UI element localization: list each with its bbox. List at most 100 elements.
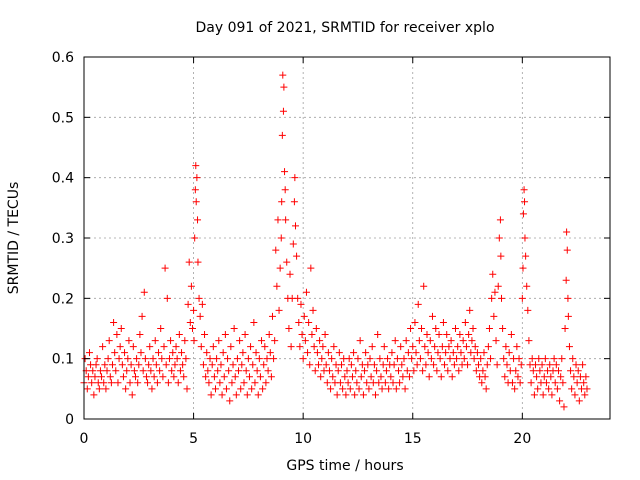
data-point xyxy=(226,397,234,405)
data-point xyxy=(265,331,273,339)
data-point xyxy=(378,385,386,393)
axis-ticks: 0 0.1 0.2 0.3 0.4 0.5 0.6 0 5 10 15 20 xyxy=(52,50,610,447)
data-point xyxy=(319,343,327,351)
data-point xyxy=(179,361,187,369)
data-point xyxy=(206,355,214,363)
data-point xyxy=(348,373,356,381)
data-point xyxy=(161,264,169,272)
data-point xyxy=(227,343,235,351)
data-point xyxy=(425,373,433,381)
data-point xyxy=(471,343,479,351)
data-point xyxy=(275,306,283,314)
data-point xyxy=(296,343,304,351)
data-point xyxy=(283,258,291,266)
data-point xyxy=(444,367,452,375)
data-point xyxy=(128,391,136,399)
data-point xyxy=(530,391,538,399)
data-point xyxy=(91,373,99,381)
data-point xyxy=(550,355,558,363)
data-point xyxy=(263,355,271,363)
data-point xyxy=(172,343,180,351)
data-point xyxy=(582,373,590,381)
data-point xyxy=(423,331,431,339)
data-point xyxy=(428,312,436,320)
data-point xyxy=(563,228,571,236)
data-point xyxy=(145,361,153,369)
data-point xyxy=(205,379,213,387)
data-point xyxy=(367,373,375,381)
data-point xyxy=(397,343,405,351)
data-point xyxy=(138,312,146,320)
data-point xyxy=(492,337,500,345)
data-point xyxy=(357,373,365,381)
data-point xyxy=(418,325,426,332)
data-point xyxy=(253,367,261,375)
data-point xyxy=(343,367,351,375)
data-point xyxy=(377,373,385,381)
data-point xyxy=(359,391,367,399)
data-point xyxy=(475,361,482,369)
data-point xyxy=(242,367,250,375)
data-point xyxy=(289,240,297,248)
data-point xyxy=(466,306,474,314)
data-point xyxy=(391,337,399,345)
data-point xyxy=(415,337,423,345)
data-point xyxy=(535,355,543,363)
data-point xyxy=(345,355,353,363)
data-point xyxy=(92,361,100,369)
data-point xyxy=(281,186,289,194)
data-point xyxy=(534,385,542,393)
data-point xyxy=(291,174,299,182)
data-point xyxy=(136,331,144,339)
data-point xyxy=(228,379,236,387)
data-point xyxy=(519,210,527,218)
data-point xyxy=(344,379,352,387)
y-tick-label: 0.5 xyxy=(52,110,74,126)
data-point xyxy=(261,343,269,351)
data-point xyxy=(258,337,266,345)
data-point xyxy=(266,349,274,357)
data-point xyxy=(197,343,205,351)
data-point xyxy=(338,361,346,369)
data-point xyxy=(513,343,521,351)
data-point xyxy=(481,373,489,381)
data-point xyxy=(484,343,492,351)
data-point xyxy=(98,373,106,381)
data-point xyxy=(297,300,305,308)
data-point xyxy=(431,343,439,351)
data-point xyxy=(96,367,104,375)
data-point xyxy=(413,361,421,369)
data-point xyxy=(308,331,316,339)
data-point xyxy=(501,373,509,381)
y-axis-label: SRMTID / TECUs xyxy=(6,182,22,295)
data-point xyxy=(276,264,284,272)
data-point xyxy=(441,361,449,369)
data-point xyxy=(247,343,255,351)
data-point xyxy=(491,288,499,296)
data-point xyxy=(282,216,290,224)
data-point xyxy=(373,367,381,375)
data-points xyxy=(80,71,591,411)
data-point xyxy=(409,343,417,351)
data-point xyxy=(207,391,215,399)
data-point xyxy=(384,355,392,363)
data-point xyxy=(274,216,282,224)
data-point xyxy=(156,367,164,375)
data-point xyxy=(245,373,253,381)
data-point xyxy=(399,373,407,381)
data-point xyxy=(454,343,462,351)
data-point xyxy=(88,379,96,387)
data-point xyxy=(564,312,572,320)
data-point xyxy=(361,367,369,375)
data-point xyxy=(488,294,496,302)
data-point xyxy=(459,337,467,345)
data-point xyxy=(204,367,212,375)
data-point xyxy=(563,246,571,254)
data-point xyxy=(250,318,258,326)
data-point xyxy=(464,361,472,369)
data-point xyxy=(281,168,289,176)
data-point xyxy=(519,264,527,272)
data-point xyxy=(198,300,206,308)
data-point xyxy=(194,258,202,266)
data-point xyxy=(260,361,268,369)
